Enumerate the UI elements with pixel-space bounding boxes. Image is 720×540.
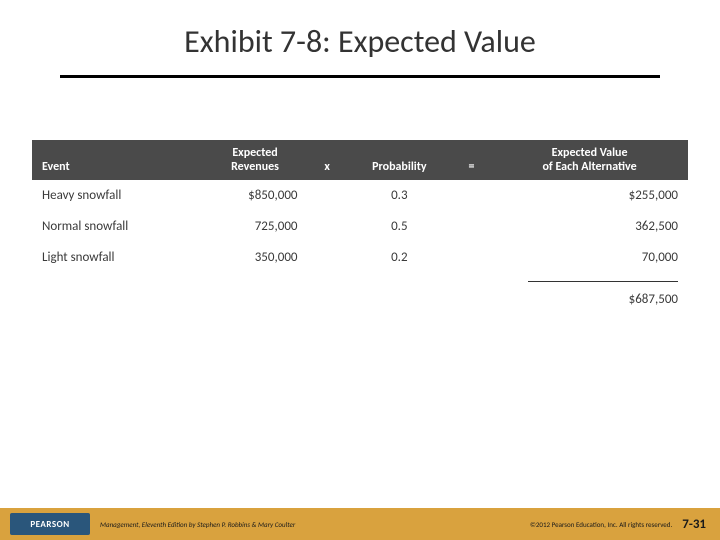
page-number: 7-31	[682, 517, 706, 532]
title-rule	[60, 75, 660, 78]
expected-value-table: Event Expected Revenues x Probability = …	[32, 140, 688, 315]
cell-times	[308, 242, 347, 273]
table-row: Normal snowfall 725,000 0.5 362,500	[32, 211, 688, 242]
cell-revenues: 725,000	[203, 211, 308, 242]
table-total-row: $687,500	[32, 290, 688, 315]
cell-equals	[452, 211, 491, 242]
col-revenues-l2: Revenues	[213, 160, 298, 174]
cell-event: Light snowfall	[32, 242, 203, 273]
footer: PEARSON Management, Eleventh Edition by …	[0, 508, 720, 540]
col-ev-l1: Expected Value	[501, 146, 678, 160]
credits-text: Management, Eleventh Edition by Stephen …	[100, 520, 530, 529]
copyright-text: ©2012 Pearson Education, Inc. All rights…	[530, 520, 672, 529]
col-ev: Expected Value of Each Alternative	[491, 140, 688, 180]
cell-revenues: $850,000	[203, 180, 308, 211]
cell-total: $687,500	[491, 290, 688, 315]
cell-times	[308, 180, 347, 211]
cell-probability: 0.2	[347, 242, 452, 273]
col-times: x	[308, 140, 347, 180]
slide: Exhibit 7-8: Expected Value Event Expect…	[0, 0, 720, 540]
col-revenues-l1: Expected	[213, 146, 298, 160]
cell-ev: $255,000	[491, 180, 688, 211]
cell-event: Normal snowfall	[32, 211, 203, 242]
logo-text: PEARSON	[30, 519, 69, 530]
cell-ev: 362,500	[491, 211, 688, 242]
table-row: Light snowfall 350,000 0.2 70,000	[32, 242, 688, 273]
table-total-rule	[32, 273, 688, 290]
cell-times	[308, 211, 347, 242]
sum-rule	[528, 281, 678, 282]
pearson-logo: PEARSON	[10, 513, 90, 535]
table-row: Heavy snowfall $850,000 0.3 $255,000	[32, 180, 688, 211]
col-probability: Probability	[347, 140, 452, 180]
cell-event: Heavy snowfall	[32, 180, 203, 211]
cell-equals	[452, 242, 491, 273]
cell-equals	[452, 180, 491, 211]
cell-revenues: 350,000	[203, 242, 308, 273]
col-equals: =	[452, 140, 491, 180]
table-body: Heavy snowfall $850,000 0.3 $255,000 Nor…	[32, 180, 688, 315]
table: Event Expected Revenues x Probability = …	[32, 140, 688, 315]
col-ev-l2: of Each Alternative	[501, 160, 678, 174]
table-header-row: Event Expected Revenues x Probability = …	[32, 140, 688, 180]
col-event: Event	[32, 140, 203, 180]
cell-ev: 70,000	[491, 242, 688, 273]
col-revenues: Expected Revenues	[203, 140, 308, 180]
page-title: Exhibit 7-8: Expected Value	[0, 0, 720, 61]
cell-probability: 0.5	[347, 211, 452, 242]
cell-probability: 0.3	[347, 180, 452, 211]
